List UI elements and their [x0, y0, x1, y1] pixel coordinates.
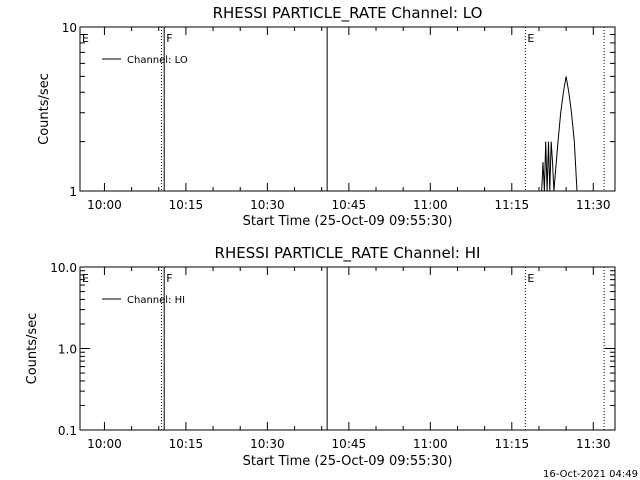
event-marker-label: E [82, 272, 89, 285]
chart-panel-1: RHESSI PARTICLE_RATE Channel: LO 10:00 10:… [37, 4, 616, 229]
plot-frame [79, 26, 616, 192]
x-tick-label: 10:00 [87, 198, 122, 212]
y-axis-label: Counts/sec [25, 313, 40, 385]
x-tick-label: 11:00 [413, 198, 448, 212]
event-marker-label: F [166, 272, 172, 285]
x-tick-label: 11:30 [576, 198, 611, 212]
legend: Channel: HI [102, 295, 185, 306]
legend-label: Channel: HI [127, 295, 185, 306]
y-tick-label: 10.0 [50, 261, 77, 275]
x-tick-label: 10:30 [250, 437, 285, 451]
chart-title: RHESSI PARTICLE_RATE Channel: LO [213, 4, 483, 23]
y-axis-label: Counts/sec [37, 73, 52, 145]
y-tick-label: 1.0 [58, 343, 77, 357]
plot-frame [79, 266, 616, 431]
x-tick-label: 11:15 [495, 198, 530, 212]
x-tick-label: 11:15 [495, 437, 530, 451]
event-marker-label: E [527, 32, 534, 45]
x-axis-label: Start Time (25-Oct-09 09:55:30) [243, 214, 453, 229]
x-tick-label: 11:00 [413, 437, 448, 451]
legend: Channel: LO [102, 55, 188, 66]
y-tick-label: 1 [69, 185, 77, 199]
y-tick-label: 0.1 [58, 424, 77, 438]
chart-title: RHESSI PARTICLE_RATE Channel: HI [215, 244, 481, 263]
legend-label: Channel: LO [127, 55, 188, 66]
x-tick-label: 10:30 [250, 198, 285, 212]
x-tick-label: 10:15 [169, 437, 204, 451]
x-tick-label: 10:00 [87, 437, 122, 451]
event-marker-label: E [82, 32, 89, 45]
event-marker-label: E [527, 272, 534, 285]
x-tick-label: 10:45 [332, 198, 367, 212]
event-marker-label: F [166, 32, 172, 45]
render-timestamp: 16-Oct-2021 04:49 [543, 469, 638, 480]
x-axis-label: Start Time (25-Oct-09 09:55:30) [243, 454, 453, 469]
chart-panel-2: RHESSI PARTICLE_RATE Channel: HI 10:00 10:… [25, 244, 616, 469]
x-tick-label: 10:15 [169, 198, 204, 212]
series-line [541, 76, 578, 192]
x-tick-label: 11:30 [576, 437, 611, 451]
x-tick-label: 10:45 [332, 437, 367, 451]
y-tick-label: 10 [62, 21, 77, 35]
